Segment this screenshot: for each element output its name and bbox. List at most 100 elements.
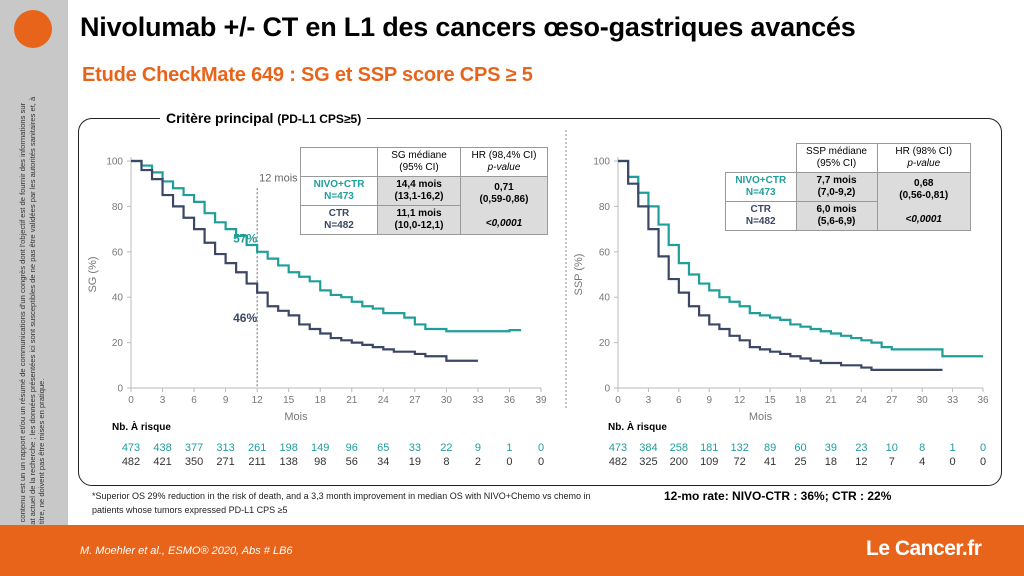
pfs-at-risk-ctr: 4 [919,456,925,468]
os-x-tick-label: 39 [535,395,547,406]
os-y-tick-label: 40 [112,293,124,304]
os-x-tick-label: 30 [441,395,453,406]
os-at-risk-nivo: 198 [280,442,298,454]
pfs-x-tick-label: 0 [615,395,621,406]
pfs-y-tick-label: 100 [593,157,610,168]
os-at-risk-nivo: 65 [377,442,389,454]
pfs-hr-value: 0,68 (0,56-0,81) <0,0001 [876,172,971,231]
os-x-tick-label: 33 [472,395,484,406]
slide-title: Nivolumab +/- CT en L1 des cancers œso-g… [80,12,856,42]
pfs-risk-header: Nb. À risque [608,420,667,433]
os-at-risk-nivo: 149 [311,442,329,454]
os-y-tick-label: 0 [117,384,123,395]
pfs-at-risk-ctr: 7 [889,456,895,468]
os-x-tick-label: 36 [504,395,516,406]
os-x-tick-label: 27 [409,395,421,406]
os-at-risk-ctr: 421 [153,456,171,468]
pfs-at-risk-ctr: 72 [734,456,746,468]
os-x-tick-label: 0 [128,395,134,406]
pfs-x-tick-label: 30 [917,395,929,406]
os-at-risk-ctr: 350 [185,456,203,468]
pfs-at-risk-ctr: 200 [670,456,688,468]
os-y-tick-label: 100 [106,157,123,168]
os-series-ctr-line [131,159,478,362]
pfs-at-risk-nivo: 132 [730,442,748,454]
os-at-risk-nivo: 377 [185,442,203,454]
os-hr-value: 0,71 (0,59-0,86) <0,0001 [460,176,548,235]
pfs-y-tick-label: 80 [599,202,611,213]
pfs-y-tick-label: 60 [599,247,611,258]
pfs-at-risk-nivo: 384 [639,442,657,454]
os-at-risk-nivo: 1 [506,442,512,454]
pfs-y-tick-label: 0 [604,384,610,395]
critere-label: Critère principal (PD-L1 CPS≥5) [160,110,368,126]
os-at-risk-ctr: 56 [346,456,358,468]
pfs-median-header: SSP médiane (95% CI) [795,143,878,173]
os-at-risk-ctr: 271 [216,456,234,468]
pfs-x-tick-label: 27 [886,395,898,406]
os-x-tick-label: 18 [315,395,327,406]
os-at-risk-ctr: 211 [248,456,266,468]
pfs-at-risk-nivo: 0 [980,442,986,454]
os-x-tick-label: 9 [223,395,229,406]
os-y-tick-label: 60 [112,247,124,258]
os-x-tick-label: 21 [346,395,358,406]
lecancer-logo: Le Cancer.fr [866,537,982,560]
pfs-x-tick-label: 33 [947,395,959,406]
results-panel [78,118,1002,486]
os-at-risk-nivo: 261 [248,442,266,454]
os-at-risk-ctr: 482 [122,456,140,468]
slide-subtitle: Etude CheckMate 649 : SG et SSP score CP… [82,64,533,86]
pfs-x-tick-label: 3 [646,395,652,406]
pfs-x-tick-label: 15 [765,395,777,406]
pfs-at-risk-nivo: 258 [670,442,688,454]
pfs-x-tick-label: 9 [706,395,712,406]
os-ctr-median: 11,1 mois (10,0-12,1) [377,205,461,235]
os-y-tick-label: 20 [112,338,124,349]
os-ctr-label: CTR N=482 [300,205,378,235]
pfs-at-risk-nivo: 89 [764,442,776,454]
footnote: *Superior OS 29% reduction in the risk o… [92,491,591,515]
pfs-y-axis-label: SSP (%) [573,254,585,296]
os-x-tick-label: 12 [252,395,264,406]
pfs-series-nivo-line [618,159,983,358]
pfs-at-risk-ctr: 25 [794,456,806,468]
orange-circle-logo [14,10,52,48]
pfs-at-risk-nivo: 39 [825,442,837,454]
os-at-risk-nivo: 22 [440,442,452,454]
os-at-risk-nivo: 313 [216,442,234,454]
pfs-at-risk-ctr: 41 [764,456,776,468]
os-median-header: SG médiane (95% CI) [377,147,461,177]
pfs-nivo-label: NIVO+CTR N=473 [725,172,797,202]
pfs-at-risk-ctr: 325 [639,456,657,468]
pfs-hr-header: HR (98% CI) p-value [876,143,971,173]
os-at-risk-nivo: 438 [153,442,171,454]
os-x-tick-label: 24 [378,395,390,406]
pfs-x-tick-label: 21 [825,395,837,406]
pfs-at-risk-nivo: 23 [855,442,867,454]
os-stats-table: SG médiane (95% CI) HR (98,4% CI) p-value… [300,147,548,235]
pfs-at-risk-nivo: 473 [609,442,627,454]
os-nivo-label: NIVO+CTR N=473 [300,176,378,206]
pfs-stats-table: SSP médiane (95% CI) HR (98% CI) p-value … [725,143,971,231]
pfs-x-tick-label: 24 [856,395,868,406]
os-at-risk-ctr: 2 [475,456,481,468]
left-sidebar: Ce contenu est un un rapport et/ou un ré… [0,0,68,534]
pfs-at-risk-ctr: 109 [700,456,718,468]
pfs-x-tick-label: 36 [977,395,989,406]
pfs-at-risk-ctr: 12 [855,456,867,468]
pfs-ctr-label: CTR N=482 [725,201,797,231]
os-at-risk-ctr: 8 [443,456,449,468]
os-at-risk-ctr: 34 [377,456,389,468]
pfs-at-risk-ctr: 0 [980,456,986,468]
os-x-tick-label: 3 [160,395,166,406]
os-at-risk-nivo: 473 [122,442,140,454]
pfs-at-risk-nivo: 8 [919,442,925,454]
os-hr-header: HR (98,4% CI) p-value [460,147,548,177]
os-at-risk-nivo: 96 [346,442,358,454]
os-x-tick-label: 15 [283,395,295,406]
os-risk-header: Nb. À risque [112,420,171,433]
pfs-y-tick-label: 40 [599,293,611,304]
os-at-risk-ctr: 98 [314,456,326,468]
